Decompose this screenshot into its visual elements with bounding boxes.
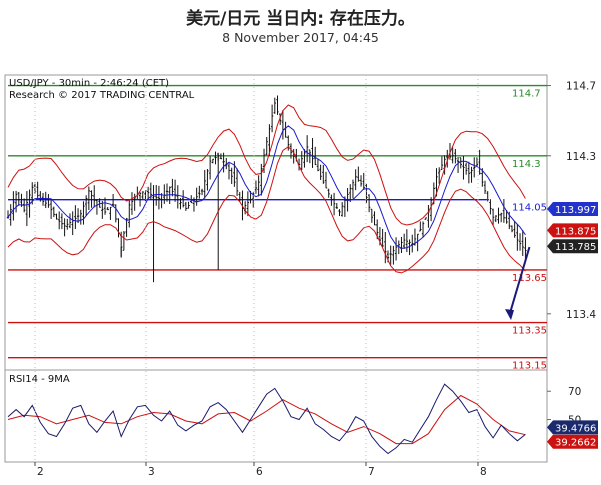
x-tick-label: 2 [37,466,44,478]
rsi-y-tick-label: 70 [568,386,581,398]
x-tick-label: 6 [256,466,263,478]
rsi-tag-label: 39.2662 [555,438,596,449]
page-subtitle: 8 November 2017, 04:45 [222,30,379,45]
price-y-tick-label: 114.3 [566,151,596,163]
price-tag [547,201,598,216]
price-tag-label: 113.875 [555,226,596,237]
support-line-label: 113.15 [512,361,547,372]
research-label: Research © 2017 TRADING CENTRAL [9,90,195,101]
price-panel-frame [4,74,548,371]
resistance-line-label: 114.7 [512,89,541,100]
price-layer: 114.7 114.3 114.05 113.65 113.35 113.15 [6,84,547,372]
instrument-label: USD/JPY - 30min - 2:46:24 (CET) [9,78,169,89]
rsi-panel-frame [4,369,548,463]
forecast-arrow-head [505,309,514,321]
resistance-line-label: 114.3 [512,159,541,170]
x-tick-label: 8 [480,466,487,478]
page-title: 美元/日元 当日内: 存在压力。 [186,9,415,29]
rsi-ma-line [7,394,526,445]
rsi-layer [7,383,526,455]
rsi-tag [547,420,598,435]
rsi-panel-title: RSI14 - 9MA [9,374,70,385]
bollinger-upper [7,104,526,226]
price-tag-label: 113.997 [555,205,596,216]
x-tick-label: 7 [368,466,375,478]
price-tag [547,223,598,238]
moving-average [7,125,526,249]
pivot-line-label: 114.05 [512,203,547,214]
bollinger-lower [7,146,526,274]
forecast-arrow-line [509,246,531,314]
rsi-tag-label: 39.4766 [555,423,596,434]
price-tag [547,239,598,254]
axis-layer: 114.7114.3113.4113.997113.875113.7857050… [34,75,598,478]
rsi-line [7,383,526,455]
rsi-tag [547,434,598,449]
support-line-label: 113.65 [512,273,547,284]
support-line-label: 113.35 [512,326,547,337]
price-y-tick-label: 113.4 [566,309,596,321]
price-y-tick-label: 114.7 [566,81,596,93]
x-tick-label: 3 [148,466,155,478]
price-tag-label: 113.785 [555,242,596,253]
